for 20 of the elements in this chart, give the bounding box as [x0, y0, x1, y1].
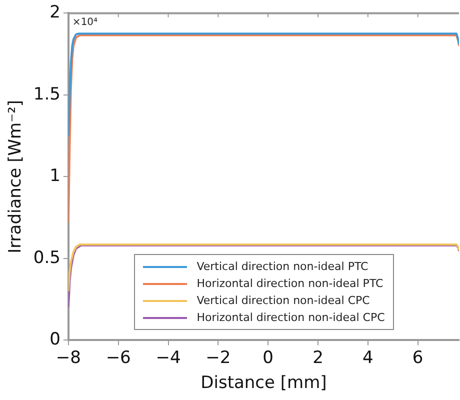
- x-tick-label: 6: [412, 348, 424, 368]
- x-axis-title: Distance [mm]: [200, 373, 327, 394]
- y-tick-label: 1.5: [33, 84, 60, 104]
- y-axis-title: Irradiance [Wm⁻²]: [6, 100, 26, 254]
- legend-label: Horizontal direction non-ideal PTC: [196, 277, 384, 290]
- y-tick-label: 0: [50, 330, 60, 350]
- y-tick-label: 0.5: [33, 248, 60, 268]
- legend-label: Vertical direction non-ideal CPC: [196, 294, 370, 308]
- annotation: ×10⁴: [72, 16, 98, 28]
- x-tick-label: −8: [56, 348, 81, 368]
- legend-label: Vertical direction non-ideal PTC: [196, 260, 368, 274]
- x-tick-label: 4: [362, 348, 374, 368]
- y-tick-label: 1: [50, 166, 60, 186]
- x-tick-label: 2: [312, 348, 324, 368]
- x-tick-label: −6: [106, 348, 131, 368]
- x-tick-label: 0: [262, 348, 274, 368]
- legend-label: Horizontal direction non-ideal CPC: [196, 311, 385, 324]
- x-tick-label: −2: [206, 348, 231, 368]
- x-tick-label: −4: [156, 348, 181, 368]
- y-tick-label: 2: [50, 2, 60, 23]
